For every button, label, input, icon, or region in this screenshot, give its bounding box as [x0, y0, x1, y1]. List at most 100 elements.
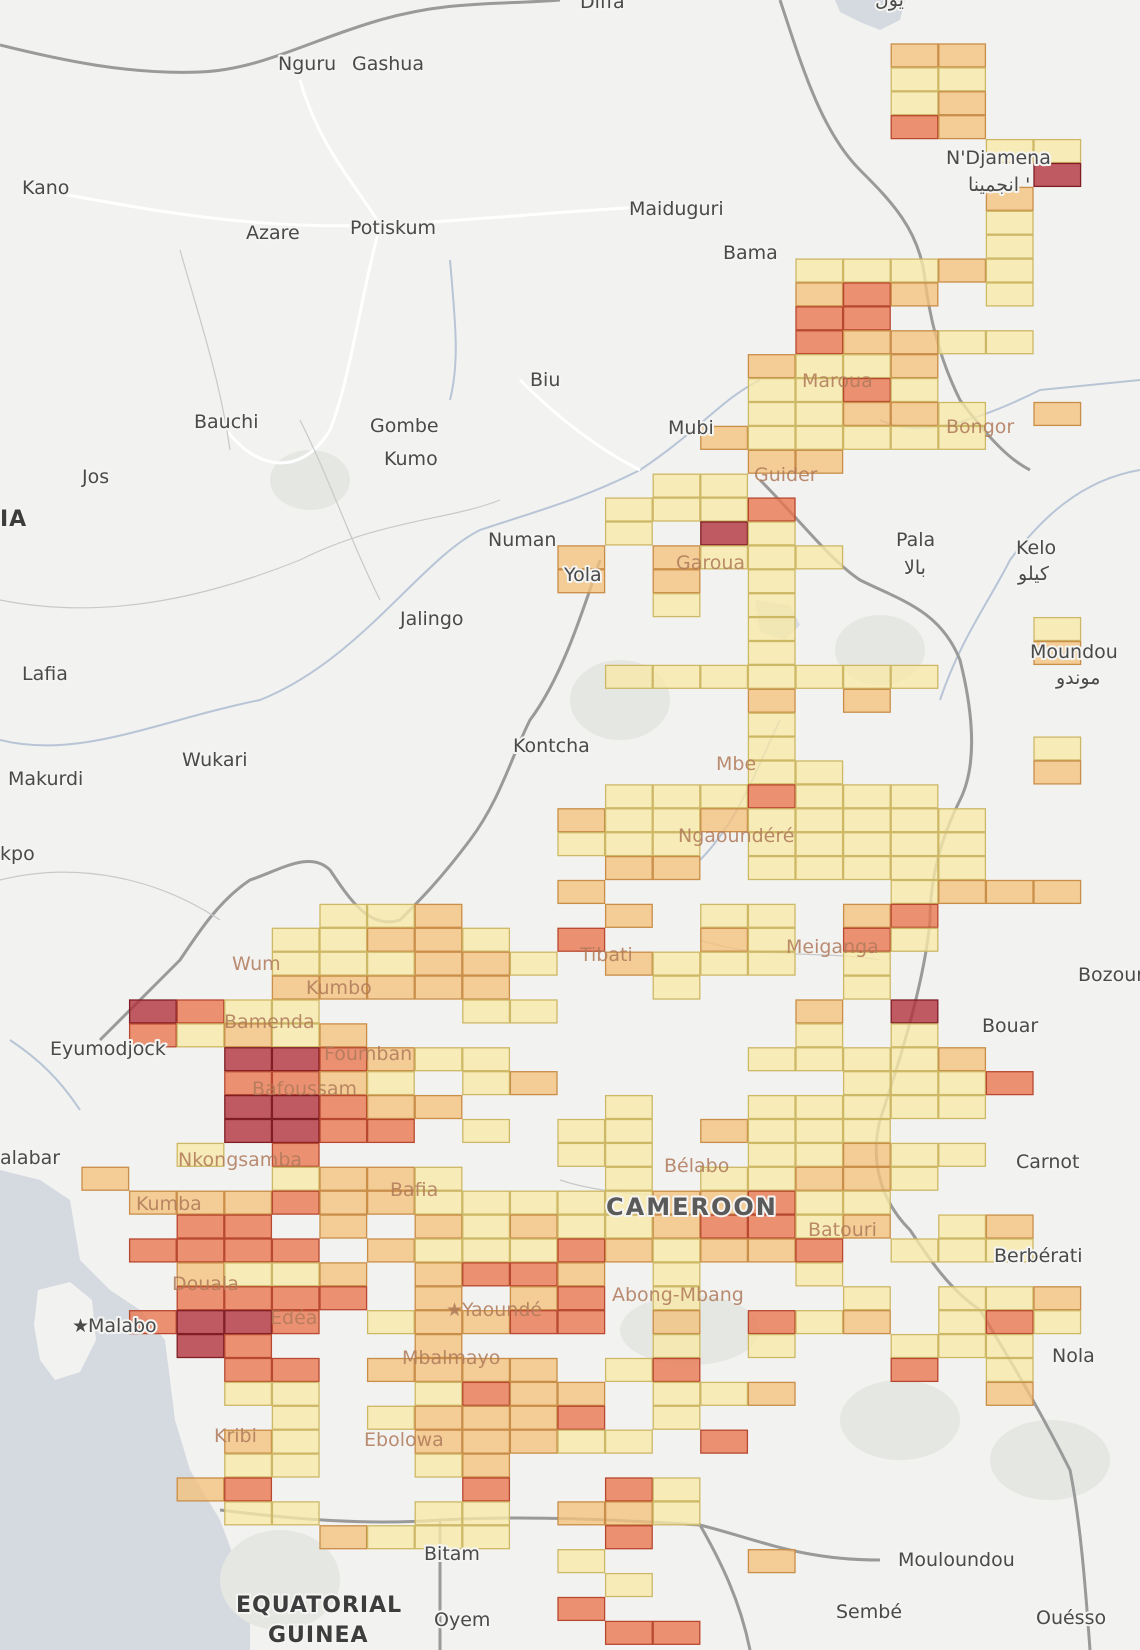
heat-cell: [366, 1071, 415, 1096]
heat-cell: [747, 712, 796, 737]
heat-cell: [509, 1405, 558, 1430]
heat-cell: [795, 401, 844, 427]
heat-cell: [985, 1214, 1034, 1239]
heat-cell: [890, 1094, 939, 1120]
label-berberati: Berbérati: [994, 1245, 1082, 1267]
heat-cell: [1033, 138, 1082, 164]
heat-cell: [462, 1047, 511, 1072]
heat-cell: [747, 1214, 796, 1239]
heat-cell: [700, 808, 749, 833]
label-abong-mbang: Abong-Mbang: [612, 1284, 744, 1306]
label-carnot: Carnot: [1016, 1151, 1080, 1173]
heat-cell: [700, 664, 749, 689]
heat-cell: [747, 1047, 796, 1072]
heat-cell: [271, 1238, 320, 1263]
heat-cell: [462, 1381, 511, 1406]
heat-cell: [842, 784, 891, 809]
heat-cell: [319, 951, 368, 976]
label-oyem: Oyem: [434, 1609, 490, 1631]
heat-cell: [890, 855, 939, 881]
heat-cell: [319, 1166, 368, 1191]
heat-cell: [890, 1142, 939, 1167]
heat-cell: [700, 497, 749, 522]
heat-cell: [271, 1023, 320, 1048]
heat-cell: [938, 1333, 987, 1359]
heat-cell: [462, 1429, 511, 1454]
heat-cell: [938, 1310, 987, 1335]
heat-cell: [462, 1214, 511, 1239]
heat-cell: [557, 1118, 606, 1144]
heat-cell: [652, 1405, 701, 1430]
heat-cell: [652, 473, 701, 498]
heat-cell: [795, 855, 844, 881]
heat-cell: [842, 258, 891, 283]
label-garoua: Garoua: [676, 552, 745, 574]
heat-cell: [938, 832, 987, 857]
heat-cell: [604, 1214, 653, 1239]
heat-cell: [176, 1286, 225, 1311]
heat-cell: [938, 1286, 987, 1311]
heat-cell: [652, 832, 701, 857]
heat-cell: [462, 1501, 511, 1526]
heat-cell: [700, 545, 749, 570]
label-bafoussam: Bafoussam: [252, 1078, 357, 1100]
heat-cell: [795, 545, 844, 570]
heat-cell: [176, 1333, 225, 1359]
heat-cell: [890, 258, 939, 283]
heat-cell: [890, 354, 939, 379]
label-ngaoundere: Ngaoundéré: [678, 825, 794, 847]
heat-cell: [319, 1118, 368, 1144]
heat-cell: [271, 1501, 320, 1526]
heat-cell: [271, 1453, 320, 1478]
heat-cell: [176, 1238, 225, 1263]
heat-cell: [938, 401, 987, 427]
label-yaounde: Yaoundé: [461, 1299, 542, 1321]
label-foumban: Foumban: [324, 1043, 412, 1065]
heat-cell: [795, 1262, 844, 1287]
heat-cell: [319, 1023, 368, 1048]
heat-cell: [319, 1047, 368, 1072]
heat-cell: [842, 1094, 891, 1120]
heat-cell: [842, 688, 891, 713]
label-guider: Guider: [754, 464, 818, 486]
heat-cell: [747, 640, 796, 666]
heat-cell: [557, 1142, 606, 1167]
heat-cell: [842, 330, 891, 355]
label-belabo: Bélabo: [664, 1155, 729, 1177]
heat-cell: [509, 1190, 558, 1215]
heat-cell: [414, 1453, 463, 1478]
heat-cell: [747, 927, 796, 952]
heat-cell: [604, 951, 653, 976]
heat-cell: [224, 1262, 273, 1287]
label-maiduguri: Maiduguri: [629, 198, 724, 220]
label-bama: Bama: [723, 242, 778, 264]
heat-cell: [604, 1477, 653, 1502]
heat-cell: [842, 1071, 891, 1096]
heat-cell: [462, 1525, 511, 1550]
heat-cell: [319, 1286, 368, 1311]
heat-cell: [890, 1238, 939, 1263]
heat-cell: [652, 1262, 701, 1287]
heat-cell: [176, 1310, 225, 1335]
heat-cell: [224, 1214, 273, 1239]
heat-cell: [366, 1405, 415, 1430]
heat-cell: [747, 616, 796, 642]
heat-cell: [842, 401, 891, 427]
heat-cell: [985, 186, 1034, 211]
heat-cell: [795, 330, 844, 355]
heat-cell: [414, 1214, 463, 1239]
heat-cell: [271, 1405, 320, 1430]
heat-cell: [890, 1071, 939, 1096]
heat-cell: [224, 1238, 273, 1263]
heat-cell: [700, 927, 749, 952]
heat-cell: [747, 377, 796, 403]
heat-cell: [795, 1047, 844, 1072]
label-mbe: Mbe: [716, 753, 756, 775]
heat-cell: [747, 354, 796, 379]
heat-cell: [890, 115, 939, 140]
heat-cell: [604, 1238, 653, 1263]
label-bitam: Bitam: [424, 1543, 480, 1565]
heat-cell: [462, 975, 511, 1000]
heat-cell: [985, 234, 1034, 259]
